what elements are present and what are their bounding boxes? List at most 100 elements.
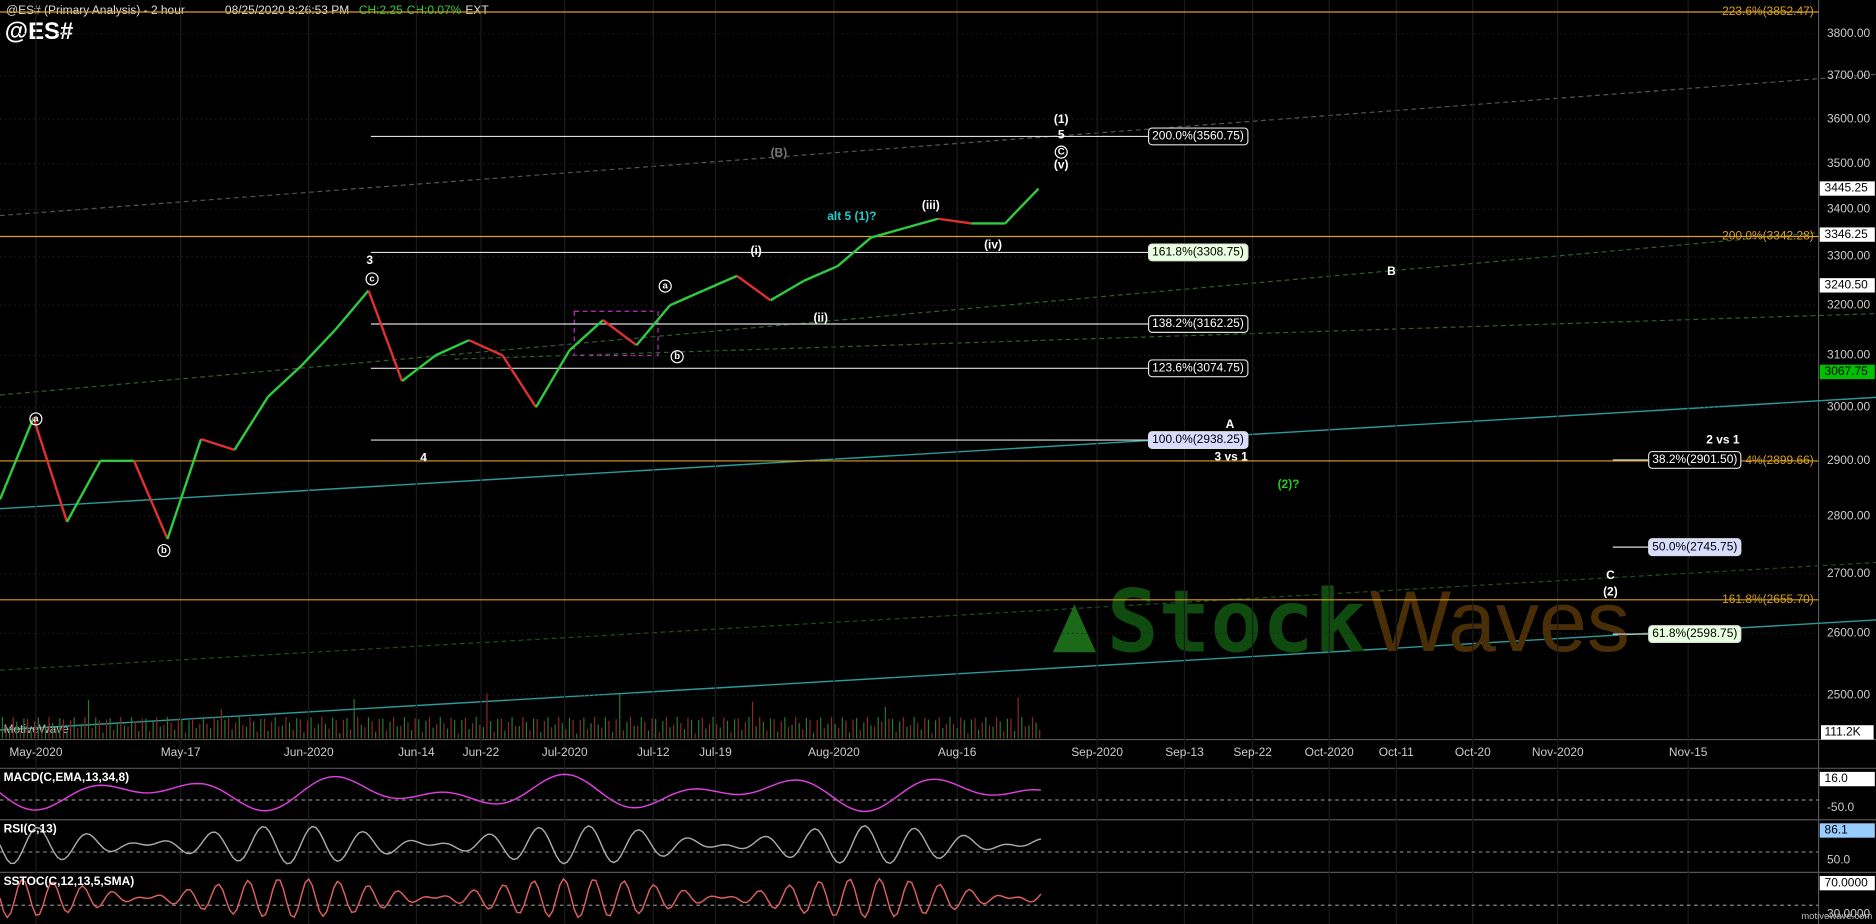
wave-circle: [658, 279, 672, 293]
orange-level-label: 161.8%(2655.70): [1722, 592, 1814, 606]
price-tick-label: 2700.00: [1827, 566, 1871, 580]
date-tick-label: Aug-2020: [808, 745, 860, 759]
date-tick-label: Sep-13: [1165, 745, 1204, 759]
price-badge: [1819, 227, 1875, 242]
fib-label: 161.8%(3308.75): [1152, 245, 1244, 259]
price-segment: [132, 460, 169, 540]
price-tick-label: 3400.00: [1827, 202, 1871, 216]
price-segment: [501, 354, 538, 408]
channel-line: [454, 313, 1876, 360]
date-tick-label: Oct-2020: [1305, 745, 1355, 759]
indicator-scale: 50.0: [1827, 853, 1851, 867]
wave-label: (2)?: [1278, 477, 1300, 491]
price-badge: [1819, 181, 1875, 196]
price-badge-label: 3240.50: [1825, 278, 1869, 292]
wave-circle: [365, 272, 379, 286]
price-badge-label: 3346.25: [1825, 227, 1869, 241]
channel-line: [0, 561, 1876, 671]
wave-label: 2 vs 1: [1706, 433, 1740, 447]
orange-level-label: 223.6%(3852.47): [1722, 4, 1814, 18]
wave-label: c: [369, 273, 375, 284]
indicator-label: MACD(C,EMA,13,34,8): [4, 770, 130, 784]
date-tick-label: Nov-2020: [1532, 745, 1584, 759]
price-tick-label: 3000.00: [1827, 399, 1871, 413]
fib-label-box: [1147, 359, 1249, 378]
wave-label: C: [1606, 568, 1615, 582]
watermark-text: Stock: [1107, 573, 1366, 673]
date-tick-label: Sep-22: [1233, 745, 1272, 759]
date-tick-label: Jul-12: [637, 745, 670, 759]
price-segment: [736, 274, 772, 302]
wave-label: 4: [420, 451, 427, 465]
price-badge-label: 3445.25: [1825, 181, 1869, 195]
fib-label-box: [1648, 625, 1742, 644]
price-tick-label: 3100.00: [1827, 348, 1871, 362]
watermark-logo: [1052, 604, 1096, 653]
price-segment: [0, 417, 35, 500]
channel-line: [0, 73, 1876, 217]
fib-label-box: [1147, 127, 1249, 146]
price-segment: [870, 226, 905, 239]
chart-title: @ES# (Primary Analysis) - 2 hour: [6, 3, 185, 17]
wave-label: (B): [771, 145, 788, 159]
price-segment: [334, 289, 370, 331]
indicator-value: 16.0: [1825, 771, 1849, 785]
change-pct: CH:0.07%: [407, 3, 462, 17]
symbol: @ES#: [5, 18, 74, 45]
wave-label: (1): [1054, 112, 1069, 126]
indicator-value: 86.1: [1825, 823, 1849, 837]
orange-level-label: 4%(2899.66): [1745, 453, 1813, 467]
date-tick-label: Jun-22: [463, 745, 500, 759]
wave-label: A: [1226, 417, 1235, 431]
price-tick-label: 3600.00: [1827, 111, 1871, 125]
fib-label-box: [1147, 315, 1249, 333]
price-segment: [435, 339, 470, 357]
timestamp: 08/25/2020 8:26:53 PM: [225, 3, 349, 17]
date-tick-label: Jun-2020: [284, 745, 334, 759]
indicator-scale: -50.0: [1827, 800, 1855, 814]
wave-label: a: [33, 413, 39, 424]
indicator-label: RSI(C,13): [4, 821, 57, 835]
wave-label: alt 5 (1)?: [827, 209, 876, 223]
fib-label: 100.0%(2938.25): [1152, 432, 1244, 446]
indicator-line: [0, 877, 1042, 919]
indicator-line: [0, 773, 1041, 813]
wave-label: B: [1387, 264, 1396, 278]
price-segment: [32, 417, 69, 523]
wave-label: b: [674, 351, 680, 362]
price-segment: [669, 289, 704, 307]
volume-badge: [1820, 725, 1874, 740]
wave-label: C: [1058, 147, 1065, 158]
fib-label: 50.0%(2745.75): [1652, 539, 1737, 553]
price-tick-label: 2600.00: [1827, 625, 1871, 639]
wave-label: 3 vs 1: [1215, 449, 1249, 463]
orange-level-label: 200.0%(3342.28): [1722, 229, 1814, 243]
price-tick-label: 3500.00: [1827, 156, 1871, 170]
fib-label: 38.2%(2901.50): [1652, 452, 1737, 466]
wave-circle: [29, 412, 43, 426]
wave-circle: [670, 350, 684, 364]
price-segment: [401, 354, 437, 383]
fib-label: 61.8%(2598.75): [1652, 626, 1737, 640]
price-badge: [1819, 364, 1875, 380]
price-segment: [300, 329, 336, 367]
fib-label: 138.2%(3162.25): [1152, 316, 1244, 330]
wave-label: (iii): [922, 198, 940, 212]
fib-label: 123.6%(3074.75): [1152, 360, 1244, 374]
wave-label: (i): [750, 244, 761, 258]
price-tick-label: 3800.00: [1827, 26, 1871, 40]
price-segment: [836, 236, 872, 268]
price-segment: [200, 437, 235, 452]
trend-line: [0, 619, 1876, 731]
price-segment: [1004, 187, 1040, 225]
price-tick-label: 2800.00: [1827, 508, 1871, 522]
date-tick-label: May-17: [161, 745, 201, 759]
wave-circle: [157, 543, 171, 558]
price-badge-label: 3067.75: [1825, 364, 1869, 378]
watermark-text: Waves: [1370, 574, 1630, 670]
price-segment: [468, 339, 503, 357]
wave-label: (v): [1054, 157, 1069, 171]
indicator-scale: 30.0000: [1827, 906, 1871, 920]
